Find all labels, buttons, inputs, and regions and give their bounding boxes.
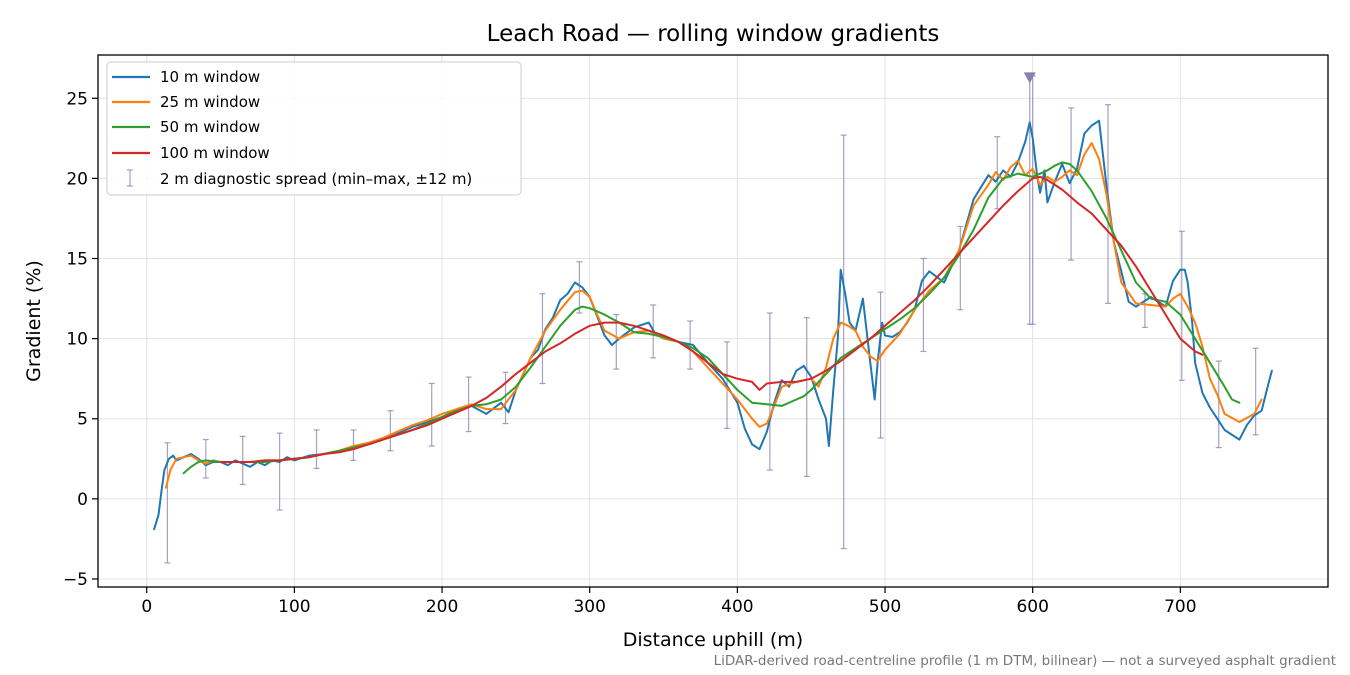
chart-title: Leach Road — rolling window gradients xyxy=(487,21,940,47)
y-tick-label: 20 xyxy=(66,169,88,189)
y-axis-title: Gradient (%) xyxy=(23,260,45,382)
x-tick-label: 700 xyxy=(1164,597,1196,617)
errorbar xyxy=(576,261,583,314)
legend-label-25m: 25 m window xyxy=(160,93,260,111)
legend-label-100m: 100 m window xyxy=(160,144,270,162)
y-tick-label: 25 xyxy=(66,89,88,109)
x-axis-title: Distance uphill (m) xyxy=(623,629,803,651)
legend: 10 m window 25 m window 50 m window 100 … xyxy=(106,61,522,196)
errorbar xyxy=(502,371,509,425)
errorbar xyxy=(803,317,810,478)
errorbar xyxy=(202,438,209,479)
peak-marker-group xyxy=(1023,72,1036,84)
errorbar xyxy=(313,429,320,470)
legend-box xyxy=(106,61,522,196)
axis-ticks: 0 100 200 300 400 500 600 700 −5 0 5 10 15 20 25 xyxy=(63,89,1197,617)
x-tick-label: 200 xyxy=(426,597,458,617)
errorbar xyxy=(276,432,283,511)
x-tick-label: 100 xyxy=(278,597,310,617)
errorbar-series xyxy=(164,75,1259,564)
errorbar xyxy=(920,257,927,353)
y-tick-label: −5 xyxy=(63,570,88,590)
legend-label-10m: 10 m window xyxy=(160,68,260,86)
x-tick-label: 400 xyxy=(721,597,753,617)
series-line-25m xyxy=(164,142,1263,489)
y-tick-label: 15 xyxy=(66,250,88,270)
errorbar xyxy=(1252,347,1259,436)
errorbar xyxy=(1068,107,1075,261)
legend-label-errorbar: 2 m diagnostic spread (min–max, ±12 m) xyxy=(160,170,472,188)
y-tick-label: 0 xyxy=(77,490,88,510)
series-line-10m xyxy=(153,119,1273,531)
x-tick-label: 600 xyxy=(1016,597,1048,617)
line-series xyxy=(153,119,1273,531)
y-tick-label: 5 xyxy=(77,410,88,430)
footnote: LiDAR-derived road-centreline profile (1… xyxy=(714,653,1336,669)
errorbar xyxy=(840,134,847,550)
series-line-100m xyxy=(219,175,1204,463)
errorbar xyxy=(877,291,884,439)
peak-marker xyxy=(1023,72,1036,84)
errorbar xyxy=(387,410,394,452)
x-tick-label: 300 xyxy=(573,597,605,617)
legend-swatch-errorbar xyxy=(127,169,133,187)
errorbar xyxy=(957,225,964,311)
legend-label-50m: 50 m window xyxy=(160,118,260,136)
errorbar xyxy=(766,312,773,471)
y-tick-label: 10 xyxy=(66,330,88,350)
errorbar xyxy=(428,382,435,447)
errorbar xyxy=(1178,230,1185,381)
x-tick-label: 500 xyxy=(869,597,901,617)
x-tick-label: 0 xyxy=(141,597,152,617)
plot-frame xyxy=(97,54,1329,588)
errorbar xyxy=(239,435,246,486)
